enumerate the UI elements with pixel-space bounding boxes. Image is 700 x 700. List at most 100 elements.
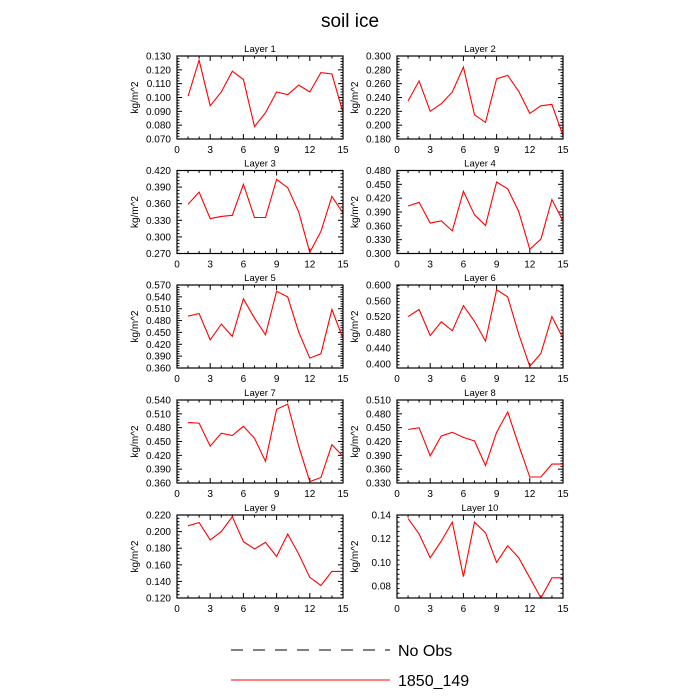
panel-layer-9: Layer 9 0 3 6 9 12 15 0.120 0.140 0.160 0.180 0.200… — [130, 503, 349, 615]
plot-frame — [176, 169, 344, 255]
y-tick-label: 0.450 — [146, 437, 171, 448]
x-tick-label: 3 — [207, 260, 213, 271]
y-tick-label: 0.280 — [366, 65, 391, 76]
x-tick-label: 9 — [494, 489, 500, 500]
y-tick-label: 0.480 — [366, 328, 391, 339]
panel-title: Layer 2 — [464, 44, 496, 55]
x-tick-label: 15 — [337, 489, 349, 500]
y-tick-label: 0.330 — [366, 235, 391, 246]
y-tick-label: 0.330 — [146, 216, 171, 227]
x-tick-label: 6 — [241, 489, 247, 500]
y-tick-label: 0.480 — [146, 423, 171, 434]
x-tick-label: 3 — [207, 604, 213, 615]
x-tick-label: 3 — [427, 145, 433, 156]
plot-frame — [396, 399, 564, 484]
y-tick-label: 0.360 — [366, 465, 391, 476]
panel-layer-6: Layer 6 0 3 6 9 12 15 0.400 0.440 0.480 0.520 0.560… — [350, 273, 569, 385]
series-line-1850_149 — [408, 410, 563, 478]
plot-frame — [176, 55, 344, 140]
y-axis-label: kg/m^2 — [130, 310, 141, 342]
y-axis-label: kg/m^2 — [130, 540, 141, 572]
y-tick-label: 0.450 — [146, 328, 171, 339]
x-tick-label: 0 — [394, 145, 400, 156]
y-tick-label: 0.220 — [366, 107, 391, 118]
y-tick-label: 0.480 — [366, 166, 391, 177]
y-tick-label: 0.100 — [146, 93, 171, 104]
panel-layer-8: Layer 8 0 3 6 9 12 15 0.330 0.360 0.390 0.420 0.450… — [350, 388, 569, 500]
series-line-1850_149 — [187, 515, 343, 587]
series-line-1850_149 — [188, 403, 344, 483]
y-tick-label: 0.510 — [146, 409, 171, 420]
y-tick-label: 0.540 — [146, 292, 171, 303]
x-tick-label: 3 — [427, 489, 433, 500]
y-axis-label: kg/m^2 — [350, 540, 361, 572]
y-tick-label: 0.070 — [146, 135, 171, 146]
y-tick-label: 0.300 — [366, 249, 391, 260]
legend-label-no-obs: No Obs — [398, 643, 452, 660]
panels: Layer 10 3 6 9 12 150.0700.0800.0900.1000.110… — [130, 44, 569, 615]
x-tick-label: 3 — [427, 604, 433, 615]
x-tick-label: 9 — [274, 145, 280, 156]
y-tick-label: 0.560 — [366, 296, 391, 307]
panel-layer-5: Layer 5 0 3 6 9 12 15 0.3600.3900.4200.4500.480… — [130, 273, 349, 385]
y-tick-label: 0.570 — [146, 281, 171, 292]
y-tick-label: 0.450 — [366, 423, 391, 434]
x-tick-label: 12 — [524, 260, 536, 271]
x-tick-label: 12 — [524, 145, 536, 156]
x-tick-label: 6 — [461, 489, 467, 500]
y-tick-label: 0.510 — [146, 304, 171, 315]
y-tick-label: 0.120 — [146, 594, 171, 605]
y-tick-label: 0.260 — [366, 79, 391, 90]
y-tick-label: 0.390 — [366, 208, 391, 219]
x-tick-label: 12 — [304, 145, 316, 156]
x-tick-label: 15 — [557, 145, 569, 156]
y-axis-label: kg/m^2 — [350, 196, 361, 228]
y-axis-label: kg/m^2 — [350, 310, 361, 342]
y-tick-label: 0.180 — [146, 544, 171, 555]
x-tick-label: 0 — [174, 489, 180, 500]
plot-frame — [176, 514, 344, 599]
figure-title: soil ice — [321, 11, 379, 32]
series-line-1850_149 — [187, 58, 344, 128]
y-tick-label: 0.540 — [146, 396, 171, 407]
x-tick-label: 6 — [241, 374, 247, 385]
y-tick-label: 0.12 — [372, 534, 392, 545]
y-tick-label: 0.130 — [146, 52, 171, 63]
y-tick-label: 0.420 — [146, 451, 171, 462]
x-tick-label: 15 — [557, 260, 569, 271]
x-tick-label: 15 — [557, 489, 569, 500]
y-tick-label: 0.120 — [146, 65, 171, 76]
x-tick-label: 12 — [524, 489, 536, 500]
x-tick-label: 12 — [524, 604, 536, 615]
plot-frame — [396, 55, 564, 140]
panel-title: Layer 8 — [464, 388, 496, 399]
x-tick-label: 3 — [207, 145, 213, 156]
x-tick-label: 9 — [494, 260, 500, 271]
y-tick-label: 0.220 — [146, 511, 171, 522]
y-tick-label: 0.330 — [366, 479, 391, 490]
y-tick-label: 0.390 — [146, 183, 171, 194]
series-line-1850_149 — [187, 178, 344, 254]
panel-title: Layer 5 — [244, 273, 276, 284]
x-tick-label: 3 — [427, 374, 433, 385]
x-tick-label: 9 — [274, 374, 280, 385]
x-tick-label: 15 — [337, 145, 349, 156]
x-tick-label: 0 — [174, 374, 180, 385]
y-tick-label: 0.400 — [366, 360, 391, 371]
x-tick-label: 9 — [494, 145, 500, 156]
x-tick-label: 6 — [461, 260, 467, 271]
x-tick-label: 15 — [337, 260, 349, 271]
plot-frame — [396, 284, 564, 369]
x-tick-label: 15 — [557, 604, 569, 615]
panel-title: Layer 7 — [244, 388, 276, 399]
x-tick-label: 0 — [394, 374, 400, 385]
plot-frame — [396, 169, 564, 255]
panel-title: Layer 6 — [464, 273, 496, 284]
series-line-1850_149 — [407, 518, 563, 600]
y-tick-label: 0.420 — [146, 166, 171, 177]
y-axis-label: kg/m^2 — [130, 196, 141, 228]
y-tick-label: 0.10 — [372, 558, 392, 569]
y-tick-label: 0.360 — [366, 221, 391, 232]
panel-layer-10: Layer 10 0 3 6 9 12 15 0.08 0.10 0.12 0.14 kg/m^2 — [350, 503, 569, 615]
